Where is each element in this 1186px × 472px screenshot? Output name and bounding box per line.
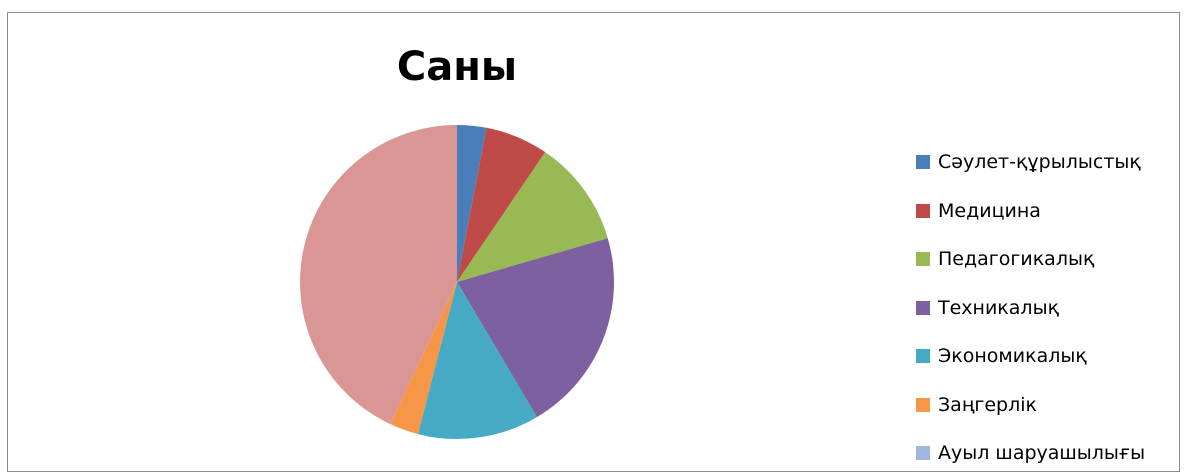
- legend-label: Педагогикалық: [938, 248, 1095, 270]
- legend-item: Медицина: [916, 199, 1041, 223]
- legend-item: Сәулет-құрылыстық: [916, 150, 1141, 174]
- legend-swatch: [916, 155, 930, 169]
- legend-swatch: [916, 349, 930, 363]
- legend-swatch: [916, 446, 930, 460]
- chart-title: Саны: [396, 44, 518, 90]
- pie-slice-2: [457, 127, 546, 282]
- legend-label: Заңгерлік: [938, 393, 1038, 416]
- legend-item: Техникалық: [916, 296, 1059, 320]
- legend-item: Педагогикалық: [916, 247, 1094, 271]
- legend-item: Ауыл шаруашылығы: [916, 441, 1145, 465]
- legend-label: Медицина: [938, 199, 1041, 222]
- pie-slice-8: [299, 125, 457, 425]
- legend-label: Сәулет-құрылыстық: [938, 151, 1141, 173]
- legend-label: Экономикалық: [938, 345, 1087, 367]
- legend-swatch: [916, 397, 930, 412]
- pie-slice-4: [457, 238, 614, 418]
- legend-swatch: [916, 203, 930, 218]
- legend-item: Экономикалық: [916, 344, 1087, 368]
- pie-slice-6: [390, 282, 457, 435]
- pie-slice-3: [457, 152, 608, 282]
- pie-slice-5: [417, 282, 537, 440]
- legend-swatch: [916, 300, 930, 315]
- legend-item: Заңгерлік: [916, 393, 1037, 417]
- legend-label: Техникалық: [938, 296, 1060, 319]
- legend-swatch: [916, 252, 930, 266]
- legend-label: Ауыл шаруашылығы: [938, 442, 1146, 464]
- pie-chart: [299, 125, 614, 440]
- pie-slice-1: [457, 125, 487, 282]
